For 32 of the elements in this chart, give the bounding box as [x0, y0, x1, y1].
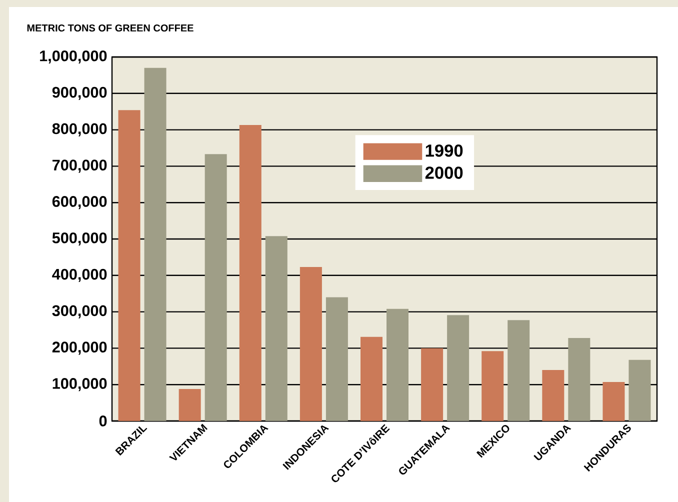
- bar: [447, 315, 470, 421]
- y-tick-label: 600,000: [52, 196, 107, 210]
- y-tick-label: 400,000: [52, 268, 107, 282]
- bar: [602, 382, 625, 421]
- bar: [239, 125, 262, 421]
- y-tick-label: 100,000: [52, 378, 107, 392]
- y-tick-label: 300,000: [52, 305, 107, 318]
- bar: [118, 110, 140, 421]
- legend-label: 2000: [425, 166, 463, 179]
- y-axis-title: METRIC TONS OF GREEN COFFEE: [27, 24, 194, 32]
- bar: [542, 370, 564, 421]
- bar: [178, 388, 201, 421]
- bar: [144, 68, 166, 421]
- bar: [360, 336, 382, 421]
- y-tick-label: 900,000: [52, 86, 107, 100]
- y-tick-label: 1,000,000: [40, 50, 107, 64]
- y-tick-label: 800,000: [52, 123, 107, 136]
- bar: [482, 351, 504, 421]
- bar: [568, 338, 590, 421]
- bar: [265, 236, 288, 421]
- y-tick-label: 0: [99, 416, 107, 426]
- bar: [421, 348, 444, 421]
- bar: [628, 360, 651, 421]
- bar: [204, 154, 227, 421]
- y-tick-label: 500,000: [52, 232, 107, 246]
- y-tick-label: 700,000: [52, 160, 107, 173]
- y-tick-label: 200,000: [52, 342, 107, 355]
- bar: [508, 320, 530, 421]
- bar: [300, 267, 322, 421]
- bar: [326, 297, 348, 421]
- bar: [386, 308, 408, 421]
- legend-label: 1990: [426, 144, 463, 157]
